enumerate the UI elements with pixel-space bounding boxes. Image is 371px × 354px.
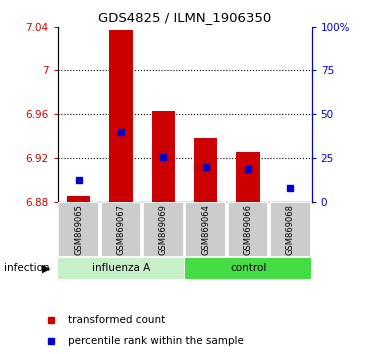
Bar	[67, 196, 90, 202]
Bar	[194, 138, 217, 202]
Bar	[143, 202, 184, 257]
Text: GSM869065: GSM869065	[74, 204, 83, 255]
Bar	[101, 202, 141, 257]
Text: percentile rank within the sample: percentile rank within the sample	[68, 336, 244, 346]
Text: transformed count: transformed count	[68, 315, 165, 325]
Bar	[270, 202, 311, 257]
Bar	[279, 202, 302, 204]
Bar	[236, 153, 260, 202]
Text: infection: infection	[4, 263, 49, 273]
Text: GSM869067: GSM869067	[116, 204, 125, 255]
Text: control: control	[230, 263, 266, 273]
Text: GSM869064: GSM869064	[201, 204, 210, 255]
Text: GSM869069: GSM869069	[159, 204, 168, 255]
Bar	[109, 30, 133, 202]
Text: ▶: ▶	[42, 263, 50, 273]
Bar	[152, 111, 175, 202]
Bar	[228, 202, 269, 257]
Text: GSM869066: GSM869066	[244, 204, 253, 255]
Text: influenza A: influenza A	[92, 263, 150, 273]
Bar	[58, 202, 99, 257]
Title: GDS4825 / ILMN_1906350: GDS4825 / ILMN_1906350	[98, 11, 271, 24]
Text: GSM869068: GSM869068	[286, 204, 295, 255]
Bar	[58, 258, 184, 279]
Bar	[186, 202, 226, 257]
Bar	[185, 258, 311, 279]
